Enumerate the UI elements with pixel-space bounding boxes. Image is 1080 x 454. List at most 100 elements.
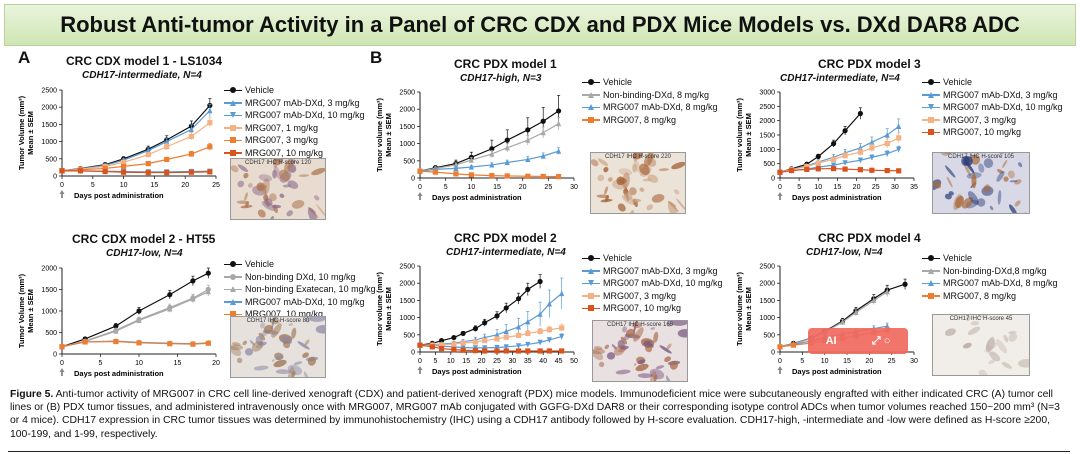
legend-label: Vehicle [603, 77, 633, 87]
pdx3-ytick-label: 2500 [759, 104, 775, 111]
pdx3-xtick-label: 20 [853, 184, 861, 191]
pdx2-data-point [515, 343, 522, 349]
legend-entry: Non-binding-DXd, 8 mg/kg [582, 89, 718, 102]
legend-entry: MRG007 mAb-DXd, 10 mg/kg [224, 296, 376, 309]
legend-label: Non-binding-DXd, 8 mg/kg [603, 89, 710, 100]
pdx2-ihc-image: CDH17 IHC H-score 165 [592, 320, 688, 382]
toolbar-icons[interactable]: ⤢ ○ [871, 334, 891, 347]
pdx4-data-point [777, 344, 783, 350]
legend-entry: MRG007 mAb-DXd, 3 mg/kg [922, 89, 1063, 102]
pdx4-series-line-1 [779, 291, 888, 348]
legend-swatch [922, 91, 940, 99]
pdx1-data-point [525, 137, 531, 143]
pdx2-data-point [503, 334, 509, 340]
pdx2-xtick-label: 30 [509, 358, 517, 365]
pdx2-data-point [559, 333, 565, 340]
cdx2-data-point [82, 339, 88, 345]
pdx2-data-point [438, 342, 445, 348]
cdx1-ytick-label: 500 [45, 156, 57, 163]
cdx2-xtick-label: 15 [174, 360, 182, 367]
pdx1-xtick-label: 15 [493, 184, 501, 191]
cdx1-data-point [188, 169, 194, 175]
pdx3-ytick-label: 1000 [759, 147, 775, 154]
cdx1-data-point [102, 168, 108, 175]
cdx1-data-point [59, 168, 65, 174]
pdx3-ytick-label: 2000 [759, 118, 775, 125]
pdx4-data-point [790, 342, 796, 348]
pdx1-xtick-label: 30 [570, 184, 578, 191]
legend-entry: Vehicle [224, 84, 365, 97]
pdx2-ytick-label: 1500 [399, 298, 415, 305]
pdx3-ylabel-sub: Mean ± SEM [744, 113, 753, 157]
legend-swatch [582, 304, 600, 312]
cdx1-data-point [164, 144, 170, 150]
legend-swatch [224, 298, 242, 306]
pdx1-data-point [556, 148, 562, 154]
pdx3-ylabel: Tumor volume (mm³) [735, 97, 744, 172]
cdx2-series-line-0 [61, 272, 209, 348]
pdx2-data-point [438, 338, 445, 344]
legend-label: MRG007 mAb-DXd, 10 mg/kg [245, 296, 365, 307]
legend-label: MRG007 mAb-DXd, 3 mg/kg [245, 97, 360, 108]
pdx1-series-line-1 [419, 123, 559, 172]
cdx2-chart: Tumor Volume (mm³) Mean ± SEM 0 500 1000 1500… [17, 266, 220, 379]
legend-swatch [582, 78, 600, 86]
legend-entry: Non-binding-DXd,8 mg/kg [922, 265, 1058, 278]
pdx1-data-point [504, 144, 510, 151]
cdx1-ytick-label: 1000 [41, 139, 57, 146]
legend-swatch [922, 116, 940, 124]
pdx1-data-point [540, 152, 546, 159]
pdx2-data-point [503, 305, 509, 311]
pdx1-data-point [489, 172, 495, 179]
pdx3-data-point [896, 146, 902, 153]
pdx3-data-point [884, 141, 890, 147]
cdx2-title: CRC CDX model 2 - HT55 [72, 232, 216, 246]
cdx1-xtick-label: 15 [151, 182, 159, 189]
cdx1-ihc-image: CDH17 IHC H-score 120 [230, 158, 326, 220]
pdx3-xtick-label: 5 [797, 184, 801, 191]
legend-label: Vehicle [245, 259, 275, 269]
pdx1-xtick-label: 25 [544, 184, 552, 191]
pdx2-data-point [537, 348, 543, 354]
pdx3-data-point [831, 141, 837, 147]
pdx3-data-point [831, 162, 837, 169]
cdx2-xlabel: Days post administration [74, 369, 164, 378]
pdx1-data-point [556, 174, 562, 180]
pdx1-data-point [540, 118, 546, 124]
pdx1-data-point [525, 173, 531, 179]
pdx2-data-point [429, 344, 435, 350]
cdx1-data-point [188, 133, 194, 140]
legend-swatch [224, 310, 242, 318]
pdx1-data-point [540, 129, 546, 136]
pdx1-ylabel: Tumor volume (mm³) [375, 97, 384, 172]
cdx2-data-point [136, 317, 142, 324]
cdx1-ylabel-sub: Mean ± SEM [26, 111, 35, 155]
pdx3-data-point [842, 160, 848, 166]
pdx2-data-point [460, 330, 466, 337]
legend-swatch [922, 267, 940, 275]
pdx4-ytick-label: 0 [771, 350, 775, 357]
pdx3-xtick-label: 10 [814, 184, 822, 191]
pdx3-data-point [869, 139, 875, 145]
floating-ai-toolbar[interactable]: AI ⤢ ○ [808, 328, 908, 354]
pdx4-xtick-label: 0 [778, 358, 782, 365]
ai-button[interactable]: AI [825, 335, 837, 347]
pdx2-xtick-label: 50 [570, 358, 578, 365]
legend-label: MRG007 mAb-DXd, 3 mg/kg [603, 265, 718, 276]
pdx4-xtick-label: 15 [843, 358, 851, 365]
legend-label: MRG007, 10 mg/kg [245, 309, 324, 319]
pdx2-data-point [559, 290, 565, 297]
legend-swatch [224, 136, 242, 144]
legend-label: MRG007 mAb-DXd, 10 mg/kg [603, 278, 723, 288]
cdx1-xtick-label: 0 [60, 182, 64, 189]
pdx3-chart: Tumor volume (mm³) Mean ± SEM 0 500 1000 1500… [735, 90, 918, 203]
legend-label: MRG007, 3 mg/kg [245, 135, 319, 145]
pdx3-ytick-label: 500 [763, 161, 775, 168]
cdx1-chart: Tumor Volume (mm³) Mean ± SEM 0 500 1000 1500… [17, 88, 220, 201]
cdx1-data-point [145, 152, 151, 158]
legend-label: MRG007, 8 mg/kg [943, 290, 1017, 301]
legend-label: Vehicle [943, 77, 973, 87]
pdx3-data-point [896, 135, 902, 141]
pdx1-data-point [468, 157, 474, 163]
cdx2-data-point [136, 340, 142, 346]
